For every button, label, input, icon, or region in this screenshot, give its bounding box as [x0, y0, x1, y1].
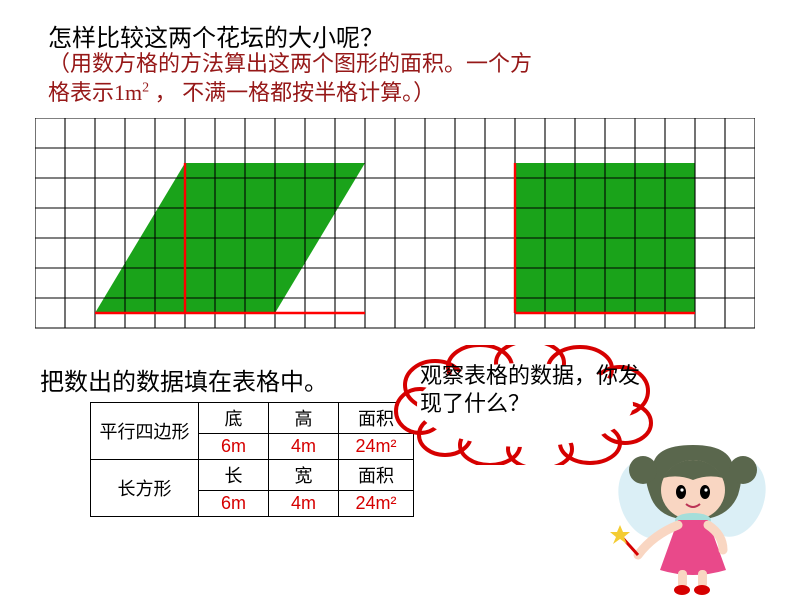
- row2-v1: 6m: [199, 491, 269, 517]
- note-part1: （用数方格的方法算出这两个图形的面积。一个方: [48, 51, 532, 76]
- row2-h2: 宽: [269, 460, 339, 491]
- row1-v2: 4m: [269, 434, 339, 460]
- note-part2a: 格表示1m: [48, 80, 142, 105]
- data-table: 平行四边形 底 高 面积 6m 4m 24m² 长方形 长 宽 面积 6m 4m…: [90, 402, 414, 517]
- row2-h1: 长: [199, 460, 269, 491]
- row2-v3: 24m²: [339, 491, 414, 517]
- note-part2b: ， 不满一格都按半格计算。）: [149, 80, 435, 105]
- row1-v1: 6m: [199, 434, 269, 460]
- grid-diagram: [35, 118, 755, 335]
- note-text: （用数方格的方法算出这两个图形的面积。一个方 格表示1m2 ， 不满一格都按半格…: [48, 50, 532, 107]
- page-title: 怎样比较这两个花坛的大小呢？: [48, 18, 384, 53]
- row1-h2: 高: [269, 403, 339, 434]
- row2-label: 长方形: [91, 460, 199, 517]
- cloud-text: 观察表格的数据，你发现了什么？: [420, 362, 640, 417]
- row2-v2: 4m: [269, 491, 339, 517]
- table-caption: 把数出的数据填在表格中。: [40, 362, 328, 397]
- row1-h1: 底: [199, 403, 269, 434]
- row1-label: 平行四边形: [91, 403, 199, 460]
- fairy-character: [608, 440, 768, 600]
